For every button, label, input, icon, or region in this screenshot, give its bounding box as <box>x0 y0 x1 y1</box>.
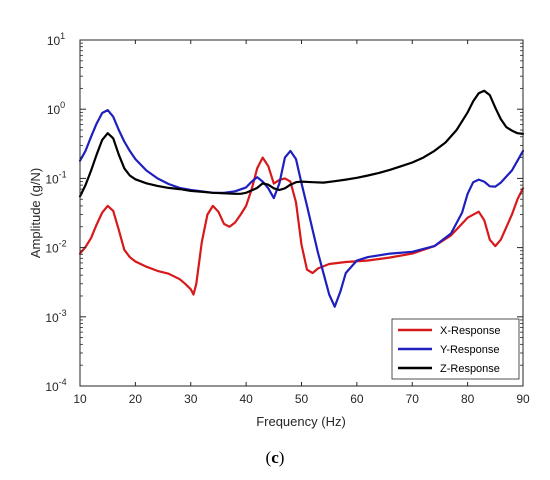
caption-open-paren: ( <box>265 448 272 467</box>
legend: X-Response Y-Response Z-Response <box>391 318 520 380</box>
series-layer <box>78 89 525 308</box>
x-tick-label: 70 <box>406 392 420 406</box>
x-tick-label: 30 <box>184 392 198 406</box>
x-tick-label: 60 <box>350 392 364 406</box>
series-line-z-response <box>78 89 525 198</box>
y-tick-label: 10-1 <box>45 169 66 186</box>
y-axis-label: Amplitude (g/N) <box>28 168 43 258</box>
figure-caption: (c) <box>0 448 550 468</box>
caption-letter: c <box>271 448 279 467</box>
y-tick-label: 10-4 <box>45 377 66 394</box>
y-tick-label: 10-3 <box>45 308 66 325</box>
legend-label-y-response: Y-Response <box>440 344 500 356</box>
x-tick-label: 20 <box>129 392 143 406</box>
x-axis-label: Frequency (Hz) <box>256 414 346 429</box>
x-tick-label: 40 <box>239 392 253 406</box>
y-tick-label: 101 <box>47 31 65 48</box>
y-tick-label: 10-2 <box>45 239 66 256</box>
x-tick-label: 10 <box>73 392 87 406</box>
legend-label-x-response: X-Response <box>440 325 501 337</box>
series-line-y-response <box>78 109 525 308</box>
x-tick-label: 50 <box>295 392 309 406</box>
response-chart: 10 20 30 40 50 60 70 80 90 10-4 10-3 10-2 10-1 100 101… <box>28 31 530 429</box>
legend-label-z-response: Z-Response <box>440 363 500 375</box>
tick-layer: 10 20 30 40 50 60 70 80 90 10-4 10-3 10-2 10-1 100 101 <box>45 31 530 406</box>
caption-close-paren: ) <box>278 448 285 467</box>
x-tick-label: 80 <box>461 392 475 406</box>
y-tick-label: 100 <box>47 100 65 117</box>
x-tick-label: 90 <box>516 392 530 406</box>
